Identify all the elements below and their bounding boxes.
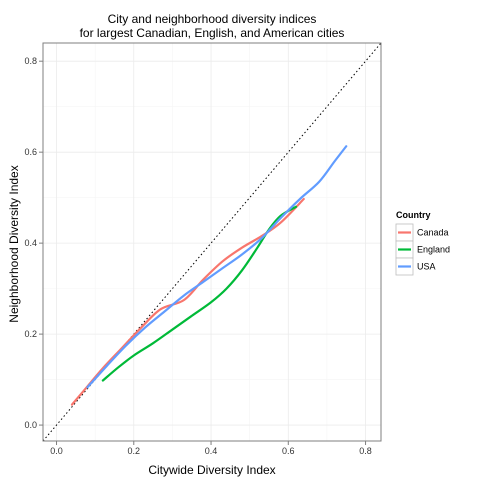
x-tick-label: 0.2 <box>128 446 141 456</box>
legend-item-usa: USA <box>395 257 436 276</box>
x-tick-label: 0.8 <box>359 446 372 456</box>
x-axis-title: Citywide Diversity Index <box>148 463 275 477</box>
chart-title-line-2: for largest Canadian, English, and Ameri… <box>80 26 345 40</box>
x-tick-label: 0.0 <box>50 446 63 456</box>
legend-title: Country <box>396 210 431 220</box>
legend-label: England <box>417 245 450 255</box>
chart-title-line-1: City and neighborhood diversity indices <box>108 12 317 26</box>
legend-label: Canada <box>417 228 449 238</box>
y-axis: 0.0 0.2 0.4 0.6 0.8 <box>24 56 43 430</box>
reference-line-dotted <box>42 42 382 442</box>
x-axis: 0.0 0.2 0.4 0.6 0.8 <box>50 441 372 456</box>
grid <box>43 43 381 441</box>
y-tick-label: 0.8 <box>24 56 37 66</box>
x-tick-label: 0.4 <box>205 446 218 456</box>
legend-item-canada: Canada <box>395 223 449 242</box>
y-tick-label: 0.6 <box>24 147 37 157</box>
plot-border <box>42 42 382 442</box>
y-tick-label: 0.4 <box>24 238 37 248</box>
legend: Country Canada England USA <box>395 210 450 276</box>
reference-line-layer <box>42 42 382 442</box>
series-line-usa <box>86 145 348 389</box>
legend-label: USA <box>417 262 436 272</box>
legend-item-england: England <box>395 240 450 259</box>
series-line-canada <box>70 197 305 406</box>
y-tick-label: 0.0 <box>24 420 37 430</box>
y-tick-label: 0.2 <box>24 329 37 339</box>
x-tick-label: 0.6 <box>282 446 295 456</box>
series-layer <box>70 145 348 406</box>
chart-title: City and neighborhood diversity indices … <box>80 12 345 40</box>
y-axis-title: Neighborhood Diversity Index <box>7 165 21 322</box>
